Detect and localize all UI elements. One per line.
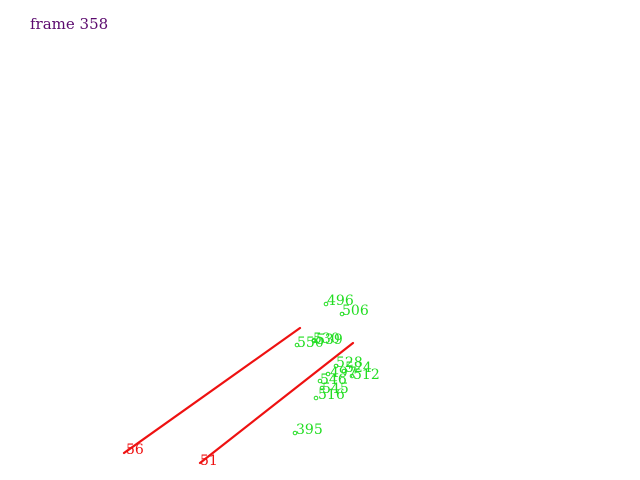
track-line-51	[198, 341, 355, 465]
point-label-506: 506	[342, 303, 369, 319]
track-label-51: 51	[200, 453, 218, 469]
point-label-539: 539	[316, 332, 343, 348]
point-marker-496	[323, 301, 329, 307]
point-label-528: 528	[336, 355, 363, 371]
point-label-516: 516	[318, 387, 345, 403]
point-label-395: 395	[296, 422, 323, 438]
point-marker-528	[333, 363, 339, 369]
point-label-550: 550	[297, 335, 324, 351]
frame-label: frame 358	[30, 15, 109, 33]
point-marker-539	[311, 338, 317, 344]
point-label-496: 496	[327, 293, 354, 309]
point-label-546: 546	[320, 372, 347, 388]
point-marker-550	[294, 342, 300, 348]
point-marker-497	[325, 371, 331, 377]
point-marker-395	[292, 430, 298, 436]
point-marker-524	[341, 368, 347, 374]
point-label-497: 497	[330, 365, 357, 381]
point-label-512: 512	[353, 367, 380, 383]
point-marker-512	[349, 373, 355, 379]
point-marker-545	[319, 385, 325, 391]
point-marker-516	[313, 395, 319, 401]
track-label-56: 56	[126, 442, 144, 458]
point-marker-546	[317, 378, 323, 384]
point-label-530: 530	[313, 331, 340, 347]
track-line-56	[122, 326, 302, 455]
point-marker-506	[339, 311, 345, 317]
point-label-545: 545	[322, 381, 349, 397]
point-label-524: 524	[345, 360, 372, 376]
